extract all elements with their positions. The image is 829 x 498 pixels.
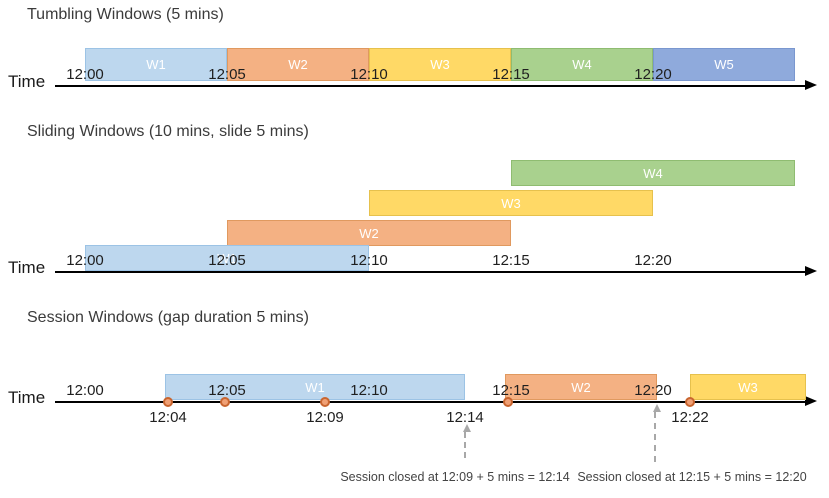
tumbling-window-w3: W3: [369, 48, 511, 81]
sliding-time-axis-label: Time: [8, 258, 46, 277]
tick-12-20: 12:20: [634, 382, 672, 399]
window-label: W4: [643, 165, 663, 181]
window-label: W2: [571, 379, 591, 395]
window-label: W1: [217, 250, 237, 266]
tick-12-00: 12:00: [66, 382, 104, 399]
tick-12-15: 12:15: [492, 252, 530, 269]
window-label: W4: [572, 57, 592, 72]
tick-12-05: 12:05: [208, 382, 246, 399]
sliding-section-title: Sliding Windows (10 mins, slide 5 mins): [27, 123, 309, 140]
tick-12-10: 12:10: [350, 66, 388, 83]
tick-12-20: 12:20: [634, 66, 672, 83]
session-time-axis-label: Time: [8, 388, 46, 407]
tick-12-00: 12:00: [66, 66, 104, 83]
tick-12-10: 12:10: [350, 382, 388, 399]
tick-12-15: 12:15: [492, 382, 530, 399]
tumbling-timeline: [55, 85, 807, 87]
event-time-label: 12:09: [306, 409, 344, 426]
tick-12-00: 12:00: [66, 252, 104, 269]
sliding-window-w2: W2: [227, 220, 511, 246]
window-label: W3: [430, 57, 450, 72]
window-label: W2: [359, 225, 379, 241]
session-close-arrow-icon: [463, 424, 471, 458]
tick-12-20: 12:20: [634, 252, 672, 269]
event-dot: [503, 397, 513, 407]
tick-12-10: 12:10: [350, 252, 388, 269]
event-time-label: 12:14: [446, 409, 484, 426]
tumbling-timeline-arrowhead-icon: [805, 80, 817, 90]
sliding-timeline-arrowhead-icon: [805, 266, 817, 276]
session-window-w2: W2: [505, 374, 657, 400]
session-section-title: Session Windows (gap duration 5 mins): [27, 309, 309, 326]
window-label: W2: [288, 57, 308, 72]
tick-12-05: 12:05: [208, 252, 246, 269]
session-window-w1: W1: [165, 374, 465, 400]
window-label: W1: [146, 57, 166, 72]
event-dot: [163, 397, 173, 407]
tumbling-window-w5: W5: [653, 48, 795, 81]
session-close-note-2: Session closed at 12:15 + 5 mins = 12:20: [577, 470, 807, 484]
session-timeline: [55, 401, 807, 403]
event-time-label: 12:04: [149, 409, 187, 426]
event-dot: [320, 397, 330, 407]
window-label: W1: [305, 379, 325, 395]
session-close-arrow-icon: [653, 404, 661, 462]
sliding-window-w1: W1: [85, 245, 369, 271]
window-label: W5: [714, 57, 734, 72]
tumbling-section-title: Tumbling Windows (5 mins): [27, 6, 224, 23]
window-label: W3: [738, 379, 758, 395]
session-close-note-1: Session closed at 12:09 + 5 mins = 12:14: [340, 470, 570, 484]
tumbling-window-w2: W2: [227, 48, 369, 81]
session-window-w3: W3: [690, 374, 806, 400]
sliding-timeline: [55, 271, 807, 273]
tumbling-window-w1: W1: [85, 48, 227, 81]
tumbling-window-w4: W4: [511, 48, 653, 81]
sliding-window-w3: W3: [369, 190, 653, 216]
event-dot: [220, 397, 230, 407]
event-dot: [685, 397, 695, 407]
tumbling-time-axis-label: Time: [8, 72, 46, 91]
event-time-label: 12:22: [671, 409, 709, 426]
sliding-window-w4: W4: [511, 160, 795, 186]
tick-12-15: 12:15: [492, 66, 530, 83]
session-timeline-arrowhead-icon: [805, 396, 817, 406]
window-label: W3: [501, 195, 521, 211]
tick-12-05: 12:05: [208, 66, 246, 83]
